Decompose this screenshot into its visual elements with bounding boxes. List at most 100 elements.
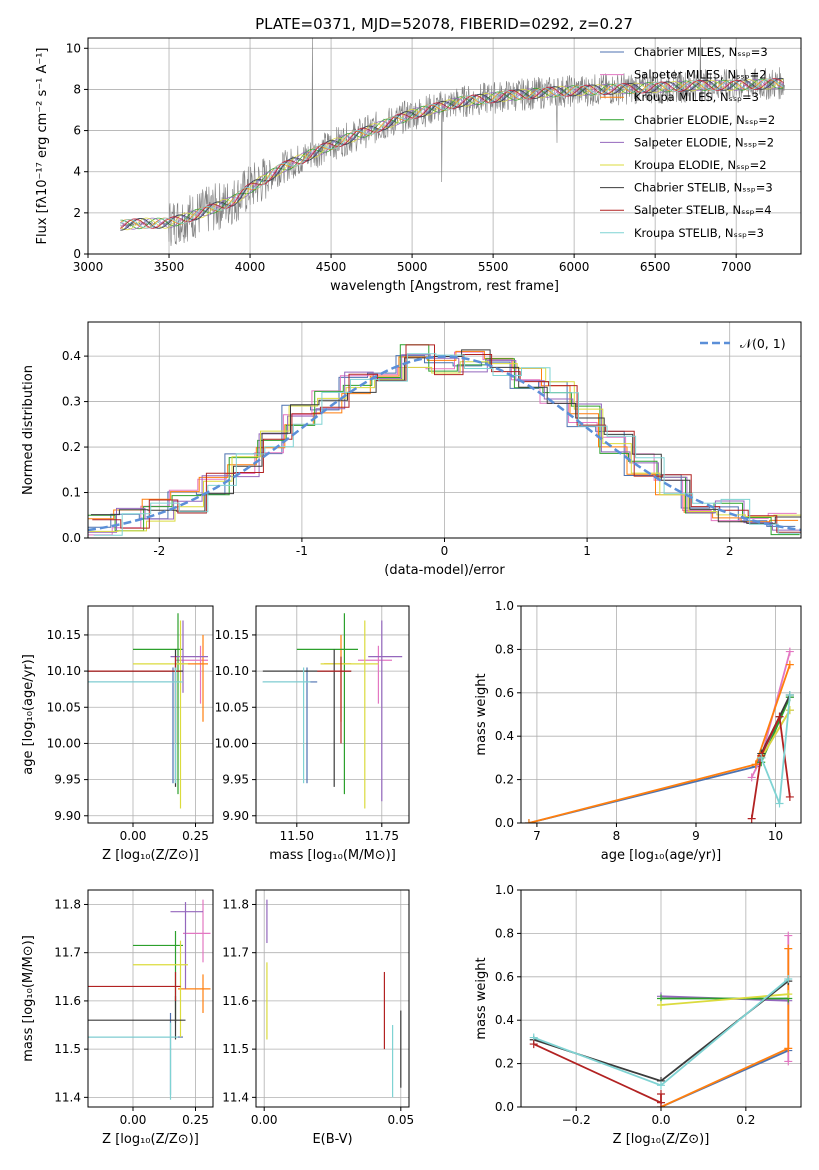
tick-label-y: 11.5	[222, 1042, 249, 1056]
x-axis-label: E(B-V)	[312, 1132, 352, 1147]
marker-salpeter_miles	[747, 773, 756, 782]
model-kroupa_stelib	[120, 78, 784, 229]
marker-kroupa_miles	[751, 760, 760, 769]
tick-label-y: 11.5	[54, 1042, 81, 1056]
legend-label-kroupa_elodie: Kroupa ELODIE, Nₛₛₚ=2	[634, 158, 767, 172]
tick-label-x: 6500	[640, 260, 671, 274]
tick-label-x: 11.50	[280, 829, 314, 843]
marker-salpeter_stelib	[657, 1089, 665, 1098]
series-kroupa_miles	[528, 664, 791, 823]
legend-label-normal: 𝒩(0, 1)	[740, 336, 786, 351]
tick-label-x: 0.25	[182, 1113, 209, 1127]
marker-kroupa_stelib	[757, 753, 766, 762]
tick-label-x: 0.2	[736, 1113, 755, 1127]
marker-salpeter_stelib	[775, 712, 784, 721]
tick-label-x: 0.05	[387, 1113, 414, 1127]
marker-kroupa_stelib	[775, 799, 784, 808]
tick-label-y: 0.2	[62, 440, 81, 454]
marker-kroupa_stelib	[785, 690, 794, 699]
tick-label-x: 6000	[559, 260, 590, 274]
tick-label-y: 10.00	[47, 736, 81, 750]
panel-residuals: -2 -1 0 1 2 0.0 0.1 0.2 0.3 0.4 (data-model)/error…	[21, 321, 802, 578]
tick-label-y: 10.10	[215, 664, 249, 678]
tick-label-x: 2	[726, 544, 734, 558]
marker-salpeter_stelib	[529, 1040, 538, 1049]
x-axis-label: mass [log₁₀(M/M⊙)]	[269, 848, 396, 863]
tick-label-x: 0	[441, 544, 449, 558]
tick-label-y: 11.4	[54, 1090, 81, 1104]
y-axis-label: mass [log₁₀(M/M⊙)]	[21, 935, 36, 1062]
x-axis-label: wavelength [Angstrom, rest frame]	[330, 279, 559, 294]
plot-area	[262, 613, 403, 809]
tick-label-x: 5000	[397, 260, 428, 274]
series-salpeter_stelib	[750, 713, 791, 819]
tick-label-x: 7	[533, 829, 541, 843]
tick-label-y: 0.4	[495, 1013, 514, 1027]
tick-label-x: 0.00	[120, 1113, 147, 1127]
tick-label-x: 3500	[154, 260, 185, 274]
tick-label-x: 7000	[721, 260, 752, 274]
x-axis-label: Z [log₁₀(Z/Z⊙)]	[613, 1132, 710, 1147]
x-axis-label: age [log₁₀(age/yr)]	[601, 848, 722, 863]
plot-area	[88, 613, 208, 809]
tick-label-y: 4	[73, 165, 81, 179]
tick-label-y: 0.0	[62, 531, 81, 545]
axes-frame	[87, 37, 802, 255]
grid	[88, 606, 213, 823]
plot-area	[529, 931, 793, 1107]
tick-label-y: 10.15	[47, 628, 81, 642]
tick-label-y: 0.8	[495, 926, 514, 940]
panel-age_vs_mass: 11.50 11.75 9.90 9.95 10.00 10.05 10.10 10.15 ma…	[215, 605, 410, 863]
tick-label-y: 0.2	[495, 1057, 514, 1071]
legend-label-chabrier_stelib: Chabrier STELIB, Nₛₛₚ=3	[634, 181, 773, 195]
axes-frame	[520, 605, 802, 824]
tick-label-x: 11.75	[365, 829, 399, 843]
histogram-chabrier_stelib	[90, 349, 801, 524]
tick-label-y: 10.05	[215, 700, 249, 714]
plot-area	[266, 899, 402, 1098]
marker-kroupa_miles	[784, 1044, 793, 1053]
tick-label-x: 8	[613, 829, 621, 843]
histogram-kroupa_stelib	[93, 353, 801, 536]
tick-label-y: 0.6	[495, 686, 514, 700]
series-kroupa_miles	[660, 948, 790, 1107]
y-axis-label: Normed distribution	[21, 365, 36, 495]
axes-frame	[87, 889, 214, 1108]
tick-label-y: 0	[73, 247, 81, 261]
legend-label-salpeter_miles: Salpeter MILES, Nₛₛₚ=2	[634, 68, 767, 82]
figure-title: PLATE=0371, MJD=52078, FIBERID=0292, z=0…	[255, 15, 633, 33]
legend-label-salpeter_elodie: Salpeter ELODIE, Nₛₛₚ=2	[634, 135, 774, 149]
panel-spectrum: 3000 3500 4000 4500 5000 5500 6000 6500 7000 0 2 4 6…	[35, 37, 802, 294]
plot-area	[524, 647, 794, 823]
axes-frame	[255, 889, 410, 1108]
tick-label-y: 0.4	[62, 349, 81, 363]
y-axis-label: Flux [fλ10⁻¹⁷ erg cm⁻² s⁻¹ A⁻¹]	[35, 48, 50, 245]
marker-kroupa_elodie	[657, 1001, 665, 1010]
tick-label-y: 11.6	[54, 994, 81, 1008]
panel-mass_vs_ebv: 0.00 0.05 11.4 11.5 11.6 11.7 11.8 E(B-V)	[222, 889, 414, 1147]
marker-kroupa_stelib	[657, 1081, 665, 1090]
plot-area	[120, 38, 785, 247]
tick-label-x: 9	[692, 829, 700, 843]
marker-kroupa_stelib	[784, 974, 793, 983]
axes-frame	[520, 889, 802, 1108]
marker-salpeter_stelib	[785, 792, 794, 801]
tick-label-y: 11.7	[54, 946, 81, 960]
marker-salpeter_stelib	[747, 814, 756, 823]
marker-salpeter_miles	[785, 647, 794, 656]
tick-label-y: 0.4	[495, 729, 514, 743]
tick-label-x: 0.00	[251, 1113, 278, 1127]
tick-label-y: 11.7	[222, 946, 249, 960]
legend-label-kroupa_stelib: Kroupa STELIB, Nₛₛₚ=3	[634, 226, 764, 240]
tick-label-y: 10.00	[215, 736, 249, 750]
tick-label-y: 8	[73, 82, 81, 96]
tick-label-y: 1.0	[495, 599, 514, 613]
tick-label-y: 10.05	[47, 700, 81, 714]
model-salpeter_elodie	[120, 79, 784, 230]
tick-label-y: 9.90	[222, 809, 249, 823]
y-axis-label: age [log₁₀(age/yr)]	[21, 654, 36, 775]
tick-label-y: 0.6	[495, 970, 514, 984]
tick-label-x: 3000	[73, 260, 104, 274]
normal-curve	[88, 355, 801, 532]
